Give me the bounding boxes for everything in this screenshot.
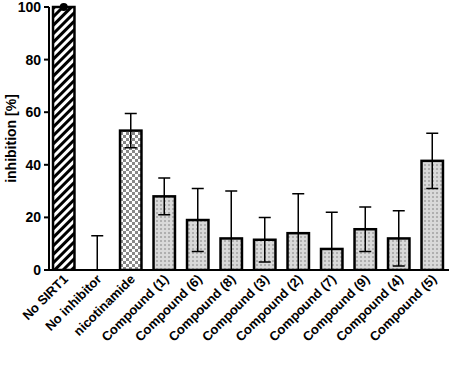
x-tick-label: Compound (5) — [366, 272, 439, 345]
y-tick-label: 60 — [25, 104, 41, 120]
y-tick-label: 20 — [25, 209, 41, 225]
bar — [53, 7, 74, 270]
plot-area — [53, 3, 443, 270]
y-tick — [44, 59, 49, 61]
y-tick — [44, 111, 49, 113]
error-bar — [125, 114, 137, 148]
error-bar — [192, 188, 204, 251]
error-bar — [426, 133, 438, 188]
y-axis — [48, 7, 50, 270]
y-tick — [44, 269, 49, 271]
error-bar — [225, 191, 237, 270]
y-tick-label: 40 — [25, 157, 41, 173]
error-bar — [91, 236, 103, 270]
error-bar — [292, 194, 304, 270]
y-tick-label: 80 — [25, 52, 41, 68]
x-axis — [49, 269, 449, 271]
y-tick-label: 100 — [18, 0, 42, 15]
bar — [120, 131, 141, 270]
error-bar — [393, 211, 405, 266]
error-bar — [326, 212, 338, 270]
y-tick — [44, 164, 49, 166]
y-tick — [44, 6, 49, 8]
error-point — [60, 3, 68, 11]
error-bar — [158, 178, 170, 215]
chart: 020406080100inhibition [%]No SIRT1No inh… — [0, 0, 450, 379]
y-axis-label: inhibition [%] — [3, 94, 19, 183]
error-bar — [259, 217, 271, 262]
y-tick — [44, 216, 49, 218]
error-bar — [359, 207, 371, 252]
y-tick-label: 0 — [33, 262, 41, 278]
